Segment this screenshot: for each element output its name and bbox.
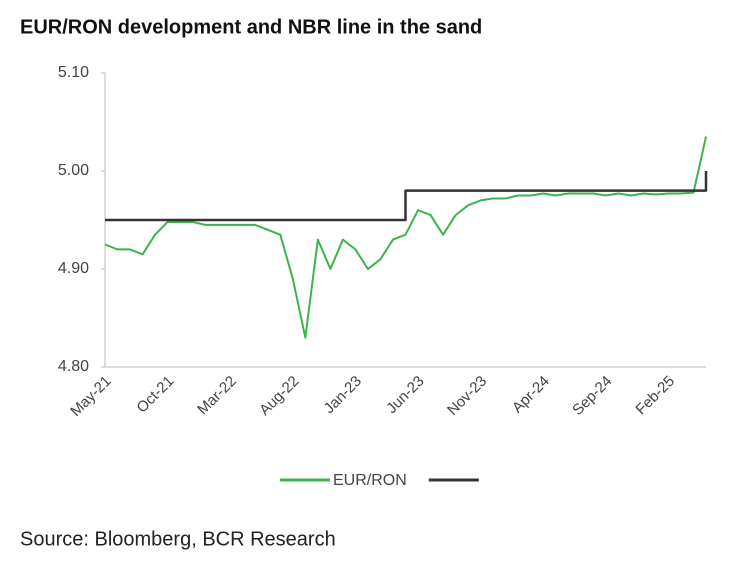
- y-tick-label: 5.10: [58, 64, 89, 81]
- y-tick-label: 4.80: [58, 358, 89, 375]
- x-tick-label: Mar-22: [194, 373, 240, 419]
- series-line: [105, 171, 708, 222]
- x-tick-label: Apr-24: [509, 373, 553, 417]
- x-tick-label: Jan-23: [321, 373, 365, 417]
- x-tick-label: Aug-22: [256, 373, 302, 419]
- x-tick-label: Feb-25: [632, 373, 678, 419]
- x-tick-label: Oct-21: [133, 373, 177, 417]
- x-tick-label: Nov-23: [444, 373, 490, 419]
- x-tick-label: Jun-23: [383, 373, 427, 417]
- chart-title: EUR/RON development and NBR line in the …: [20, 16, 482, 38]
- y-tick-label: 4.90: [58, 260, 89, 277]
- y-tick-label: 5.00: [58, 162, 89, 179]
- source-note: Source: Bloomberg, BCR Research: [20, 528, 336, 550]
- x-tick-label: May-21: [67, 373, 114, 420]
- legend-label: EUR/RON: [333, 472, 407, 489]
- series-line: [104, 136, 707, 339]
- x-tick-label: Sep-24: [569, 373, 615, 419]
